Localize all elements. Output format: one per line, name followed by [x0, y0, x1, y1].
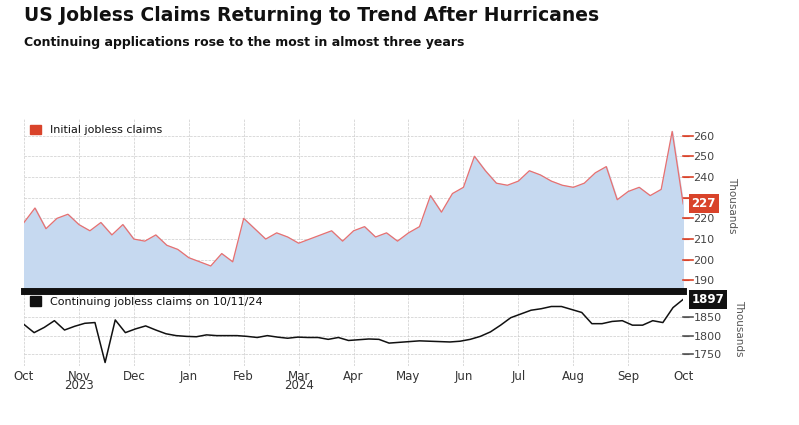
Y-axis label: Thousands: Thousands — [727, 177, 737, 233]
Legend: Continuing jobless claims on 10/11/24: Continuing jobless claims on 10/11/24 — [30, 296, 262, 307]
Y-axis label: Thousands: Thousands — [734, 300, 744, 357]
Text: 2024: 2024 — [284, 380, 313, 392]
Text: Continuing applications rose to the most in almost three years: Continuing applications rose to the most… — [24, 36, 464, 49]
Text: 227: 227 — [691, 197, 716, 210]
Text: US Jobless Claims Returning to Trend After Hurricanes: US Jobless Claims Returning to Trend Aft… — [24, 6, 599, 26]
Text: 2023: 2023 — [64, 380, 93, 392]
Legend: Initial jobless claims: Initial jobless claims — [30, 125, 161, 135]
Text: 1897: 1897 — [691, 293, 724, 306]
